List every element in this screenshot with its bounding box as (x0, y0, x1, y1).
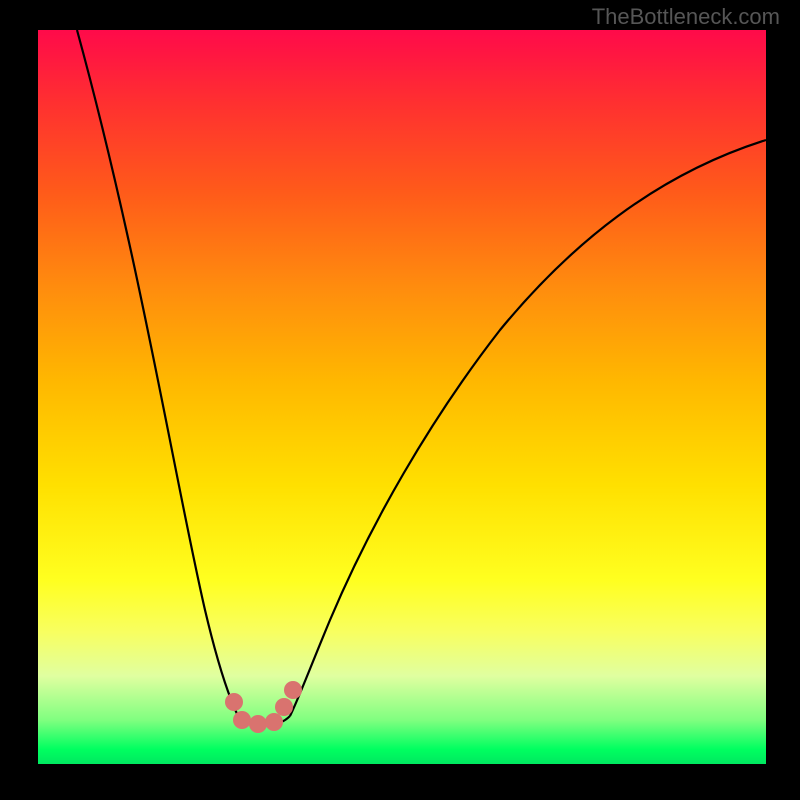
curve-overlay (0, 0, 800, 800)
chart-container: TheBottleneck.com (0, 0, 800, 800)
marker-point (284, 681, 302, 699)
marker-point (265, 713, 283, 731)
marker-point (249, 715, 267, 733)
curve-right-branch (290, 140, 766, 716)
curve-left-branch (77, 30, 238, 716)
watermark-text: TheBottleneck.com (592, 4, 780, 30)
marker-point (275, 698, 293, 716)
marker-point (233, 711, 251, 729)
marker-point (225, 693, 243, 711)
